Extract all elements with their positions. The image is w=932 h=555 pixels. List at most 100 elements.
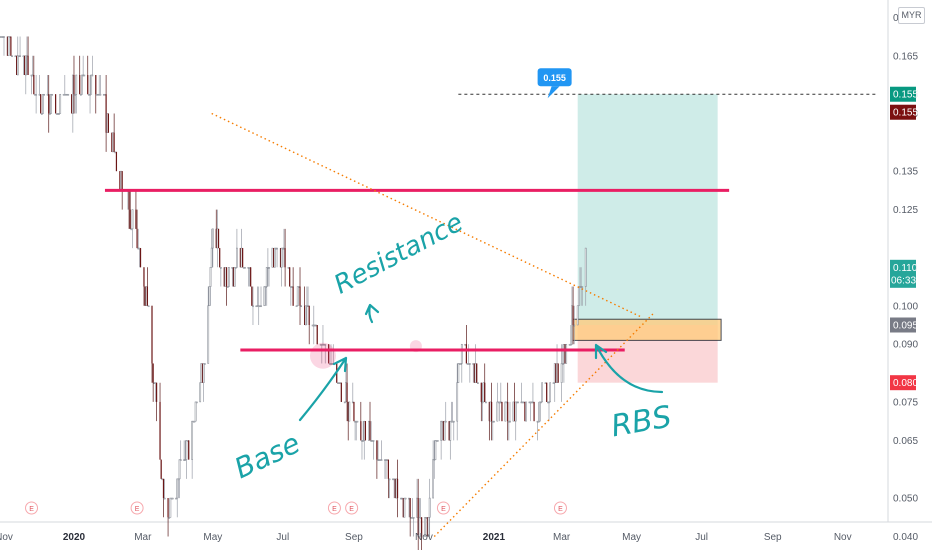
event-marker-label: E: [135, 506, 140, 513]
descending-trendline[interactable]: [212, 113, 642, 317]
candle-body-up: [162, 479, 163, 480]
candle-body-up: [461, 344, 462, 363]
candle-body-up: [25, 56, 26, 75]
candle-body-up: [211, 248, 212, 267]
candle-body-down: [188, 440, 189, 459]
candle-body-up: [585, 248, 586, 286]
annotation-text[interactable]: Base: [229, 426, 305, 485]
candle-body-up: [429, 498, 430, 517]
candle-body-up: [209, 287, 210, 306]
candle-body-up: [364, 421, 365, 440]
candle-body-up: [469, 363, 470, 364]
candle-body-down: [341, 383, 342, 402]
candle-body-up: [297, 287, 298, 306]
candle-body-down: [353, 402, 354, 421]
annotation-text[interactable]: Resistance: [329, 208, 468, 301]
candle-body-up: [120, 171, 121, 190]
candle-body-down: [481, 383, 482, 402]
candle-body-up: [458, 363, 459, 382]
price-label-text: 0.095: [893, 321, 918, 332]
candle-body-up: [315, 325, 316, 326]
candle-body-up: [112, 133, 113, 152]
candle-body-up: [228, 267, 229, 286]
candle-body-down: [159, 402, 160, 460]
candle-body-down: [284, 248, 285, 267]
candle-body-up: [76, 75, 77, 94]
candle-body-up: [561, 363, 562, 382]
candle-body-down: [73, 75, 74, 94]
candle-body-up: [408, 498, 409, 499]
candle-body-up: [563, 344, 564, 363]
resistance-arrow-icon[interactable]: [366, 305, 378, 322]
candle-body-up: [252, 306, 253, 307]
candle-body-up: [187, 440, 188, 441]
candle-body-down: [135, 210, 136, 229]
candle-body-up: [550, 383, 551, 402]
candle-body-up: [266, 267, 267, 286]
candle-body-up: [435, 440, 436, 459]
candle-body-down: [251, 287, 252, 306]
candle-body-down: [466, 344, 467, 363]
candle-body-down: [27, 56, 28, 75]
candle-body-down: [114, 133, 115, 152]
candle-body-down: [128, 190, 129, 209]
candle-body-down: [218, 229, 219, 248]
candle-body-down: [87, 75, 88, 94]
price-label[interactable]: 0.080: [890, 375, 918, 390]
candle-body-down: [572, 306, 573, 325]
candle-body-up: [203, 363, 204, 382]
event-marker-label: E: [332, 506, 337, 513]
candle-body-up: [148, 306, 149, 307]
candle-body-up: [532, 402, 533, 403]
profit-zone[interactable]: [578, 94, 718, 325]
price-label[interactable]: 0.155: [890, 105, 918, 120]
annotation-text[interactable]: RBS: [609, 399, 675, 444]
candle-body-up: [305, 306, 306, 325]
candle-body-up: [307, 306, 308, 307]
candle-body-down: [161, 460, 162, 479]
candle-body-up: [509, 421, 510, 422]
candle-body-up: [402, 498, 403, 499]
candle-body-up: [68, 94, 69, 95]
candle-body-up: [195, 402, 196, 421]
candle-body-down: [122, 171, 123, 190]
candle-body-down: [346, 383, 347, 402]
price-label[interactable]: 0.095: [890, 318, 918, 333]
price-tick-label: 0.125: [893, 205, 918, 216]
price-label-text: 0.155: [893, 108, 918, 119]
highlight-circle: [410, 340, 422, 352]
candle-body-up: [477, 383, 478, 384]
candle-body-up: [340, 383, 341, 384]
candle-body-down: [397, 479, 398, 498]
currency-badge[interactable]: MYR: [898, 7, 925, 24]
candle-body-up: [204, 363, 205, 364]
candle-body-up: [437, 440, 438, 441]
candle-body-up: [146, 287, 147, 306]
entry-zone-box[interactable]: [572, 319, 721, 340]
candle-body-up: [578, 287, 579, 306]
candle-body-up: [201, 363, 202, 382]
candle-body-up: [26, 56, 27, 57]
candle-body-down: [293, 287, 294, 306]
candle-body-down: [156, 383, 157, 402]
price-tick-label: 0.100: [893, 301, 918, 312]
candle-body-up: [50, 94, 51, 113]
candle-body-down: [501, 402, 502, 421]
candle-body-down: [95, 75, 96, 94]
candle-body-up: [542, 383, 543, 402]
candle-body-up: [373, 440, 374, 441]
price-label[interactable]: 0.155: [890, 87, 918, 102]
candle-body-up: [441, 421, 442, 440]
time-tick-label: Jul: [276, 532, 289, 543]
time-tick-label: Sep: [764, 532, 782, 543]
time-tick-label: Jul: [695, 532, 708, 543]
candle-body-up: [298, 287, 299, 288]
candle-body-down: [116, 152, 117, 171]
candle-body-down: [33, 75, 34, 94]
candle-body-down: [147, 287, 148, 306]
candle-body-up: [475, 363, 476, 382]
candle-body-down: [10, 37, 11, 56]
